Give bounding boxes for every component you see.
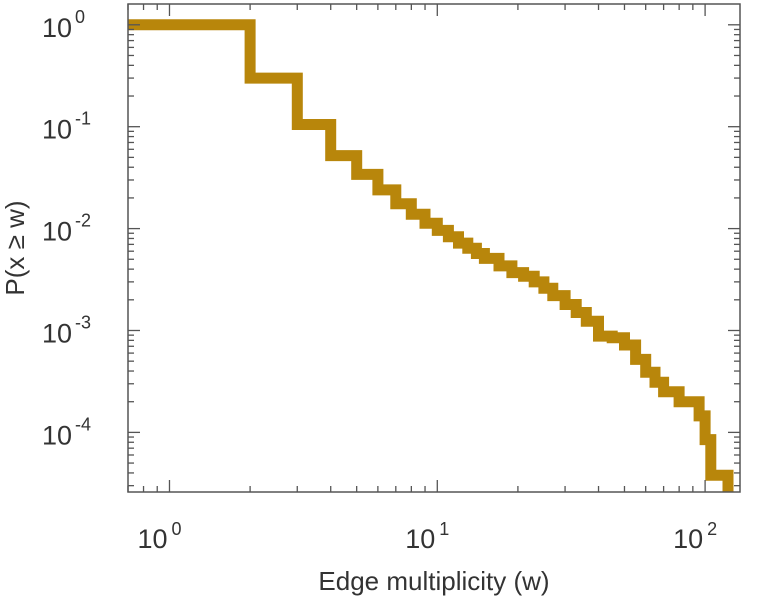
y-tick-label-exponent: -4: [75, 414, 91, 434]
ticks: [127, 4, 740, 492]
y-tick-label: 10: [42, 318, 72, 348]
series-layer: [128, 19, 734, 492]
y-tick-label-exponent: -2: [75, 211, 91, 231]
plot-frame: [127, 3, 741, 493]
x-tick-label-exponent: 1: [439, 519, 449, 539]
y-tick-label: 10: [42, 115, 72, 145]
y-tick-label-exponent: 0: [75, 7, 85, 27]
tick-labels: 10 0 10 1 10 210 010 -110 -210 -310 -4: [42, 7, 717, 554]
y-tick-label: 10: [42, 13, 72, 43]
x-tick-label: 10 0: [137, 519, 181, 554]
y-tick-label: 10: [42, 217, 72, 247]
x-tick-label-exponent: 2: [707, 519, 717, 539]
y-tick-label-exponent: -1: [75, 109, 91, 129]
series-line-0: [128, 19, 734, 492]
x-tick-label: 10 1: [405, 519, 449, 554]
y-axis-title: P(x ≥ w): [0, 200, 30, 295]
x-tick-label: 10 2: [673, 519, 717, 554]
y-tick-label-exponent: -3: [75, 312, 91, 332]
y-tick-label: 10: [42, 420, 72, 450]
x-axis-title: Edge multiplicity (w): [318, 566, 549, 596]
x-tick-label-exponent: 0: [171, 519, 181, 539]
